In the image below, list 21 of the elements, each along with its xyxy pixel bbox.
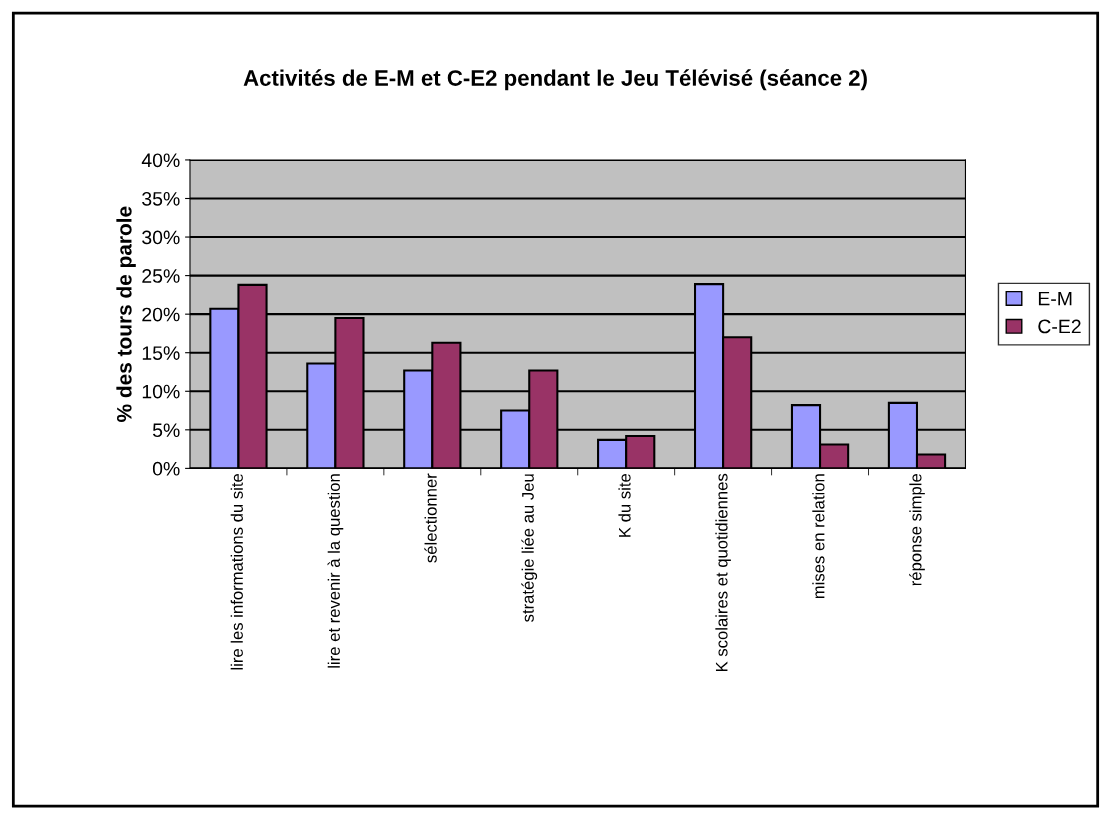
- x-tick-label: réponse simple: [909, 473, 925, 586]
- x-tick-label: lire et revenir à la question: [327, 474, 344, 668]
- y-tick-label: 30%: [142, 230, 180, 245]
- x-tick-label: K scolaires et quotidiennes: [715, 473, 731, 672]
- y-tick-label: 40%: [141, 153, 180, 168]
- y-tick-label: 15%: [142, 346, 180, 360]
- y-tick-label: 10%: [142, 384, 180, 399]
- x-tick-label: lire les informations du site: [230, 473, 243, 670]
- legend-label: E-M: [1038, 291, 1072, 306]
- y-tick-label: 20%: [142, 307, 180, 322]
- y-tick-label: 0%: [152, 461, 180, 476]
- x-tick-label: mises en relation: [812, 474, 825, 599]
- y-tick-label: 35%: [142, 191, 180, 206]
- x-tick-label: stratégie liée au Jeu: [521, 474, 538, 622]
- x-tick-label: K du site: [618, 473, 631, 537]
- y-tick-label: 5%: [152, 423, 180, 438]
- chart-title: Activités de E-M et C-E2 pendant le Jeu Télévisé (séance 2): [243, 69, 867, 91]
- y-tick-label: 25%: [142, 269, 180, 283]
- legend-label: C-E2: [1038, 319, 1081, 334]
- y-axis-title: % des tours de parole: [116, 206, 136, 422]
- x-tick-label: sélectionner: [424, 473, 437, 563]
